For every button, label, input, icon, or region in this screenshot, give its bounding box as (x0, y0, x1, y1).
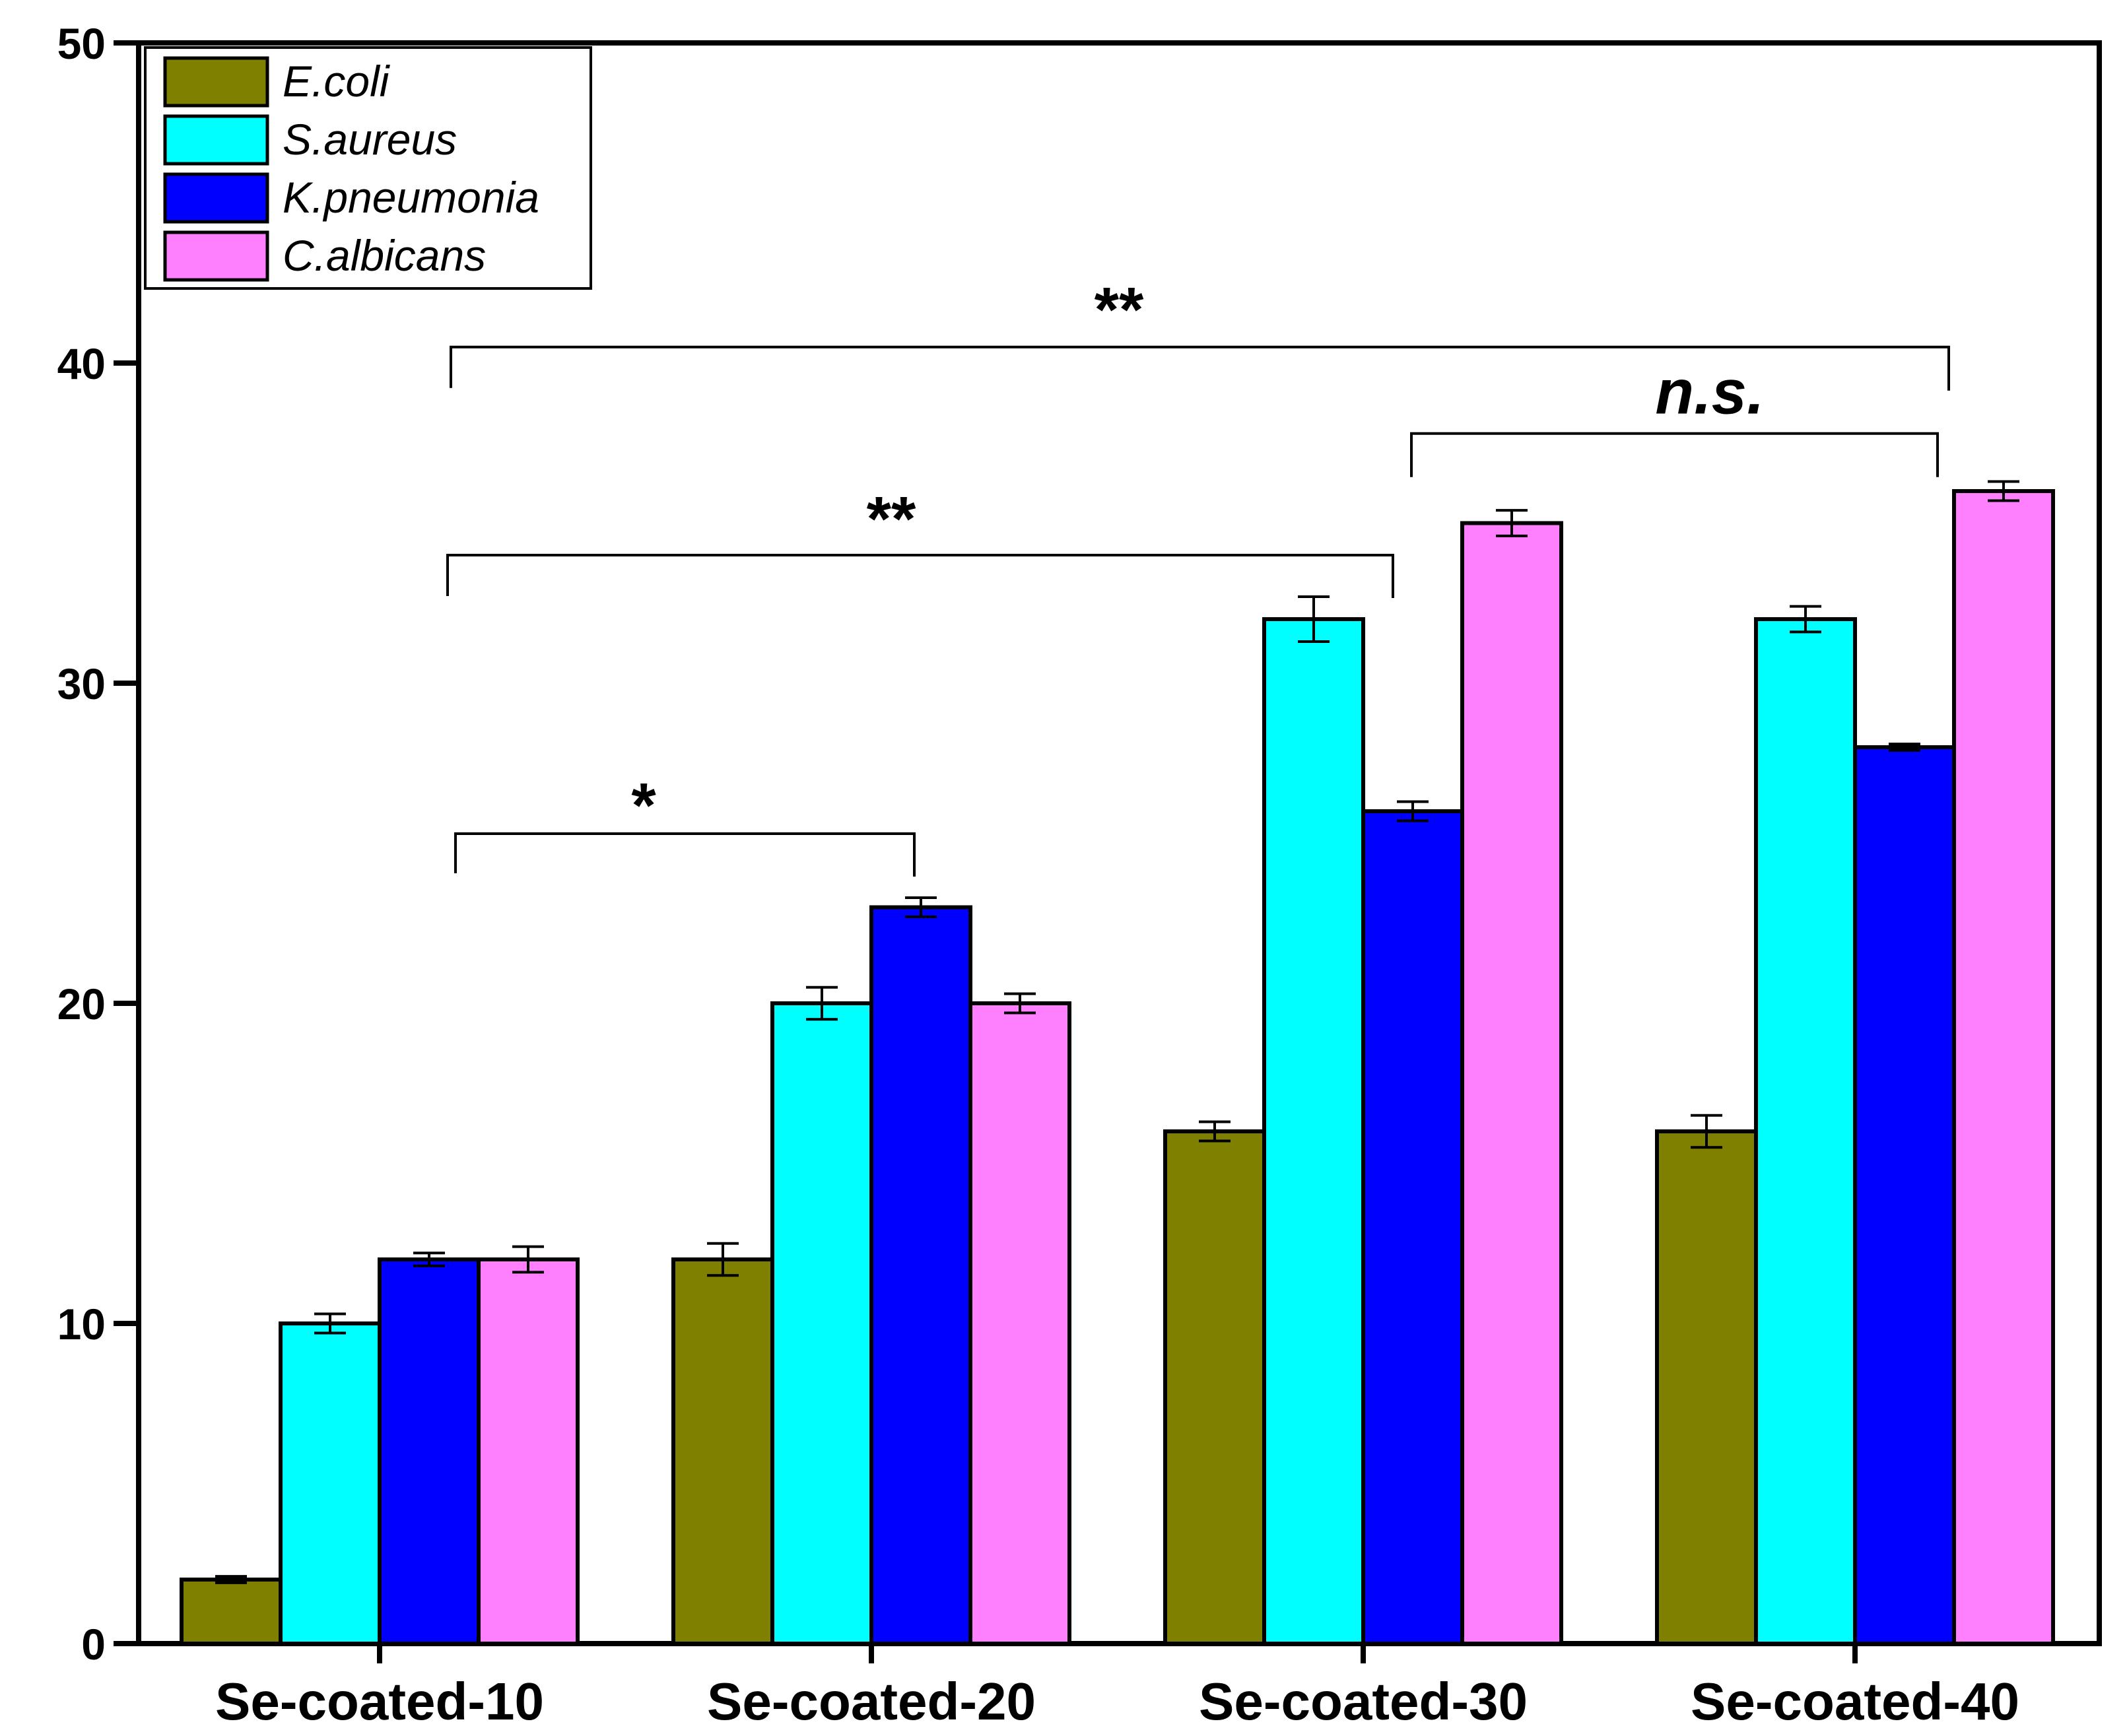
x-category-label: Se-coated-30 (1199, 1672, 1528, 1731)
bar-k-pneumonia (1361, 809, 1464, 1646)
bar-c-albicans (968, 1001, 1071, 1646)
bar-e-coli (1163, 1129, 1266, 1646)
significance-bracket (1410, 432, 1939, 477)
legend-swatch (163, 230, 269, 282)
significance-label: ** (1095, 275, 1144, 345)
legend-label: C.albicans (283, 231, 486, 280)
legend-swatch (163, 172, 269, 224)
bar-s-aureus (770, 1001, 873, 1646)
significance-bracket (446, 554, 1394, 598)
significance-label: n.s. (1655, 357, 1764, 428)
significance-label: ** (867, 484, 916, 554)
y-tick-label: 10 (57, 1300, 106, 1349)
bar-s-aureus (279, 1321, 382, 1646)
bar-k-pneumonia (869, 905, 972, 1646)
legend-swatch (163, 56, 269, 108)
bar-c-albicans (1952, 489, 2055, 1646)
bar-k-pneumonia (1853, 745, 1956, 1646)
legend-swatch (163, 114, 269, 166)
x-category-label: Se-coated-40 (1691, 1672, 2019, 1731)
legend-label: K.pneumonia (283, 173, 539, 222)
error-bar-group (215, 480, 2019, 1584)
y-tick-label: 50 (57, 19, 106, 68)
x-category-label: Se-coated-10 (215, 1672, 544, 1731)
bar-e-coli (671, 1257, 774, 1646)
y-tick-label: 0 (81, 1620, 106, 1669)
significance-brackets: ***n.s.** (446, 275, 1950, 877)
y-tick-label: 20 (57, 980, 106, 1028)
bar-c-albicans (1460, 521, 1563, 1646)
significance-bracket (450, 345, 1950, 391)
bar-series-group (180, 489, 2055, 1646)
legend-label: E.coli (283, 57, 391, 106)
x-axis: Se-coated-10 Se-coated-20 Se-coated-30 Se-c… (215, 1644, 2019, 1731)
plot-frame (136, 40, 2102, 1646)
y-tick-label: 40 (57, 339, 106, 388)
y-axis: 0 10 20 30 40 50 (57, 19, 139, 1669)
y-tick-label: 30 (57, 659, 106, 708)
bar-k-pneumonia (378, 1257, 481, 1646)
x-category-label: Se-coated-20 (707, 1672, 1036, 1731)
bar-s-aureus (1262, 617, 1365, 1646)
legend-label: S.aureus (283, 115, 457, 164)
bar-e-coli (180, 1578, 283, 1646)
bar-c-albicans (477, 1257, 580, 1646)
significance-bracket (454, 832, 916, 877)
bar-e-coli (1655, 1129, 1758, 1646)
legend: E.coli S.aureus K.pneumonia C.albicans (144, 46, 592, 290)
bar-s-aureus (1754, 617, 1857, 1646)
significance-label: * (631, 770, 656, 841)
